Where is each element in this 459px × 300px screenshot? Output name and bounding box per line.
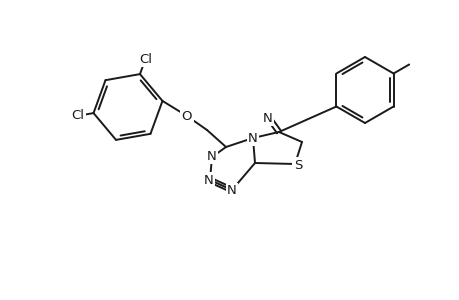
Text: N: N: [247, 131, 257, 145]
Text: N: N: [207, 149, 216, 163]
Text: Cl: Cl: [139, 52, 151, 66]
Text: N: N: [263, 112, 272, 124]
Text: Cl: Cl: [71, 110, 84, 122]
Text: N: N: [204, 173, 213, 187]
Text: O: O: [181, 110, 192, 122]
Text: N: N: [227, 184, 236, 197]
Text: S: S: [293, 158, 302, 172]
